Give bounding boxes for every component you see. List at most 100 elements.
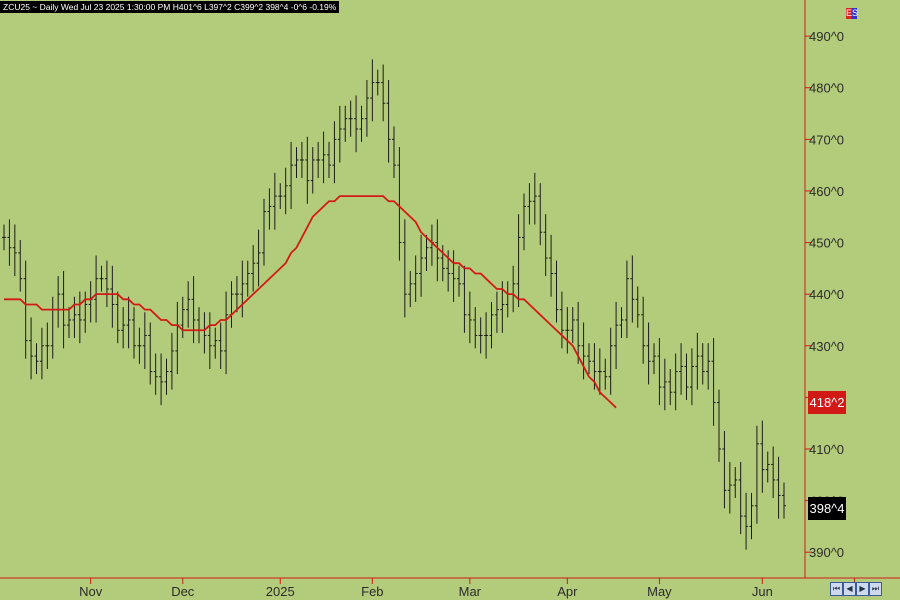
ohlc-bar — [597, 348, 602, 395]
ohlc-bar — [354, 95, 359, 153]
ohlc-bar — [83, 291, 88, 333]
time-axis: NovDec2025FebMarAprMayJunJul — [79, 578, 863, 599]
last-price-badge: 398^4 — [808, 497, 846, 520]
ohlc-bar — [522, 193, 526, 251]
ohlc-bar — [256, 229, 261, 287]
ohlc-bar — [381, 64, 386, 122]
ohlc-bar — [12, 224, 17, 277]
ohlc-bar — [364, 79, 369, 137]
ohlc-bar — [375, 69, 380, 96]
ohlc-bar — [484, 312, 489, 359]
ohlc-bar — [695, 332, 700, 390]
ohlc-bar — [289, 141, 294, 210]
ohlc-bar — [218, 322, 223, 369]
y-tick-label: 390^0 — [809, 545, 844, 560]
ohlc-bar — [782, 482, 786, 519]
moving-average-line — [4, 195, 617, 409]
ohlc-bar — [359, 105, 364, 142]
ohlc-bar — [538, 183, 543, 246]
ohlc-bar — [635, 286, 640, 328]
ohlc-bar — [478, 317, 483, 354]
ohlc-bar — [110, 265, 115, 328]
ohlc-bar — [679, 343, 684, 395]
nav-last-icon[interactable]: ⏭ — [869, 582, 882, 596]
ohlc-bar — [641, 296, 646, 364]
ohlc-bar — [689, 348, 694, 406]
ohlc-bar — [424, 234, 429, 271]
ohlc-bar — [473, 307, 478, 349]
x-tick-label: Feb — [361, 584, 383, 599]
ohlc-bar — [511, 265, 516, 313]
ohlc-bar — [673, 353, 678, 411]
ohlc-bar — [554, 260, 559, 323]
x-tick-label: Mar — [459, 584, 482, 599]
ohlc-bar — [386, 79, 391, 163]
ohlc-bar — [408, 270, 413, 308]
ohlc-bar — [142, 312, 147, 369]
ohlc-bar — [657, 338, 662, 406]
ohlc-bar — [581, 322, 586, 380]
ohlc-bar — [283, 167, 288, 215]
y-tick-label: 430^0 — [809, 339, 844, 354]
ohlc-bar — [159, 353, 164, 406]
ohlc-bar — [72, 296, 77, 339]
ohlc-bar — [587, 343, 591, 375]
y-tick-label: 480^0 — [809, 81, 844, 96]
y-tick-label: 460^0 — [809, 184, 844, 199]
x-tick-label: Dec — [171, 584, 195, 599]
ohlc-bar — [570, 307, 575, 344]
ohlc-bar — [18, 239, 23, 292]
ohlc-bar — [299, 141, 304, 179]
ohlc-bar — [310, 147, 315, 194]
ohlc-bar — [197, 307, 201, 344]
ohlc-bar — [272, 172, 277, 230]
ohlc-bar — [321, 131, 326, 184]
ohlc-bar — [413, 255, 418, 302]
ohlc-bar — [191, 276, 196, 344]
ohlc-bar — [262, 198, 266, 266]
chart-header: ZCU25 ~ Daily Wed Jul 23 2025 1:30:00 PM… — [0, 1, 340, 13]
ohlc-bar — [88, 281, 93, 323]
ohlc-bar — [765, 451, 770, 483]
ohlc-bar — [267, 188, 272, 230]
ohlc-bar — [614, 301, 619, 369]
nav-next-icon[interactable]: ▶ — [856, 582, 869, 596]
ohlc-bar — [370, 59, 375, 122]
ohlc-bar — [706, 343, 711, 390]
ohlc-bar — [451, 250, 456, 302]
ohlc-bar — [169, 332, 174, 390]
ohlc-bar — [722, 430, 727, 509]
y-tick-label: 450^0 — [809, 236, 844, 251]
x-tick-label: Apr — [557, 584, 578, 599]
ohlc-bar — [662, 358, 667, 411]
ohlc-bar — [132, 307, 136, 359]
ohlc-bar — [348, 100, 353, 137]
ohlc-bar — [245, 260, 250, 297]
ohlc-bar — [224, 291, 229, 375]
price-axis: 390^0400^0410^0420^0430^0440^0450^0460^0… — [805, 29, 844, 560]
ohlc-bar — [516, 214, 521, 308]
ohlc-bar — [153, 353, 158, 395]
ohlc-bar — [56, 276, 61, 328]
ohlc-bar — [2, 224, 6, 251]
ohlc-bar — [137, 327, 142, 364]
ohlc-bar — [202, 312, 207, 354]
ohlc-bar — [624, 260, 629, 339]
ohlc-bar — [652, 343, 656, 375]
ohlc-bar — [29, 317, 34, 380]
ohlc-bar — [440, 245, 445, 282]
ohlc-bar — [543, 214, 548, 277]
nav-first-icon[interactable]: ⏮ — [830, 582, 843, 596]
ohlc-bar — [104, 260, 109, 308]
es-icon[interactable]: ES — [846, 8, 859, 19]
ohlc-bar — [717, 389, 721, 462]
ohlc-bar — [744, 492, 749, 550]
ohlc-bar — [603, 358, 608, 390]
ohlc-bar — [23, 260, 28, 359]
ohlc-bar — [45, 322, 50, 369]
ohlc-bar — [505, 281, 510, 318]
ohlc-bar — [630, 255, 635, 323]
nav-prev-icon[interactable]: ◀ — [843, 582, 856, 596]
ohlc-bar — [771, 446, 776, 499]
